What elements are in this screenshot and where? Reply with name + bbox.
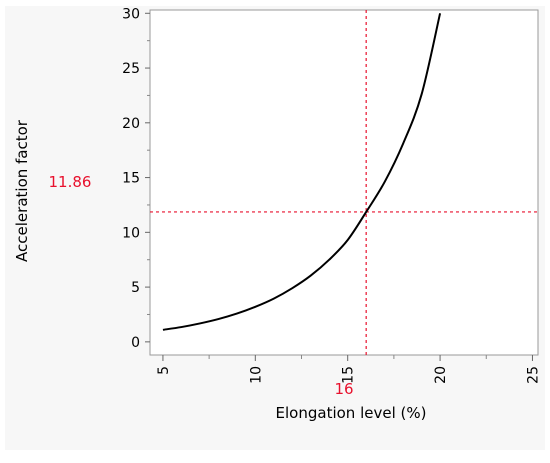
y-tick-label-10: 10 bbox=[122, 225, 140, 241]
reference-x-value-label: 16 bbox=[334, 380, 353, 398]
y-axis-label: Acceleration factor bbox=[13, 119, 31, 262]
x-tick-label-25: 25 bbox=[525, 366, 541, 384]
plot-area bbox=[149, 9, 539, 356]
x-axis-label: Elongation level (%) bbox=[276, 404, 427, 422]
y-tick-label-25: 25 bbox=[122, 61, 140, 77]
y-tick-label-15: 15 bbox=[122, 171, 140, 187]
x-tick-label-10: 10 bbox=[248, 366, 264, 384]
y-tick-label-0: 0 bbox=[131, 335, 140, 351]
x-tick-label-20: 20 bbox=[433, 366, 449, 384]
reference-y-value-label: 11.86 bbox=[49, 173, 92, 191]
x-tick-label-5: 5 bbox=[156, 366, 172, 375]
y-tick-label-20: 20 bbox=[122, 116, 140, 132]
series-line-0 bbox=[162, 13, 442, 331]
y-tick-label-30: 30 bbox=[122, 6, 140, 22]
y-tick-label-5: 5 bbox=[131, 280, 140, 296]
x-tick-label-15: 15 bbox=[341, 366, 357, 384]
